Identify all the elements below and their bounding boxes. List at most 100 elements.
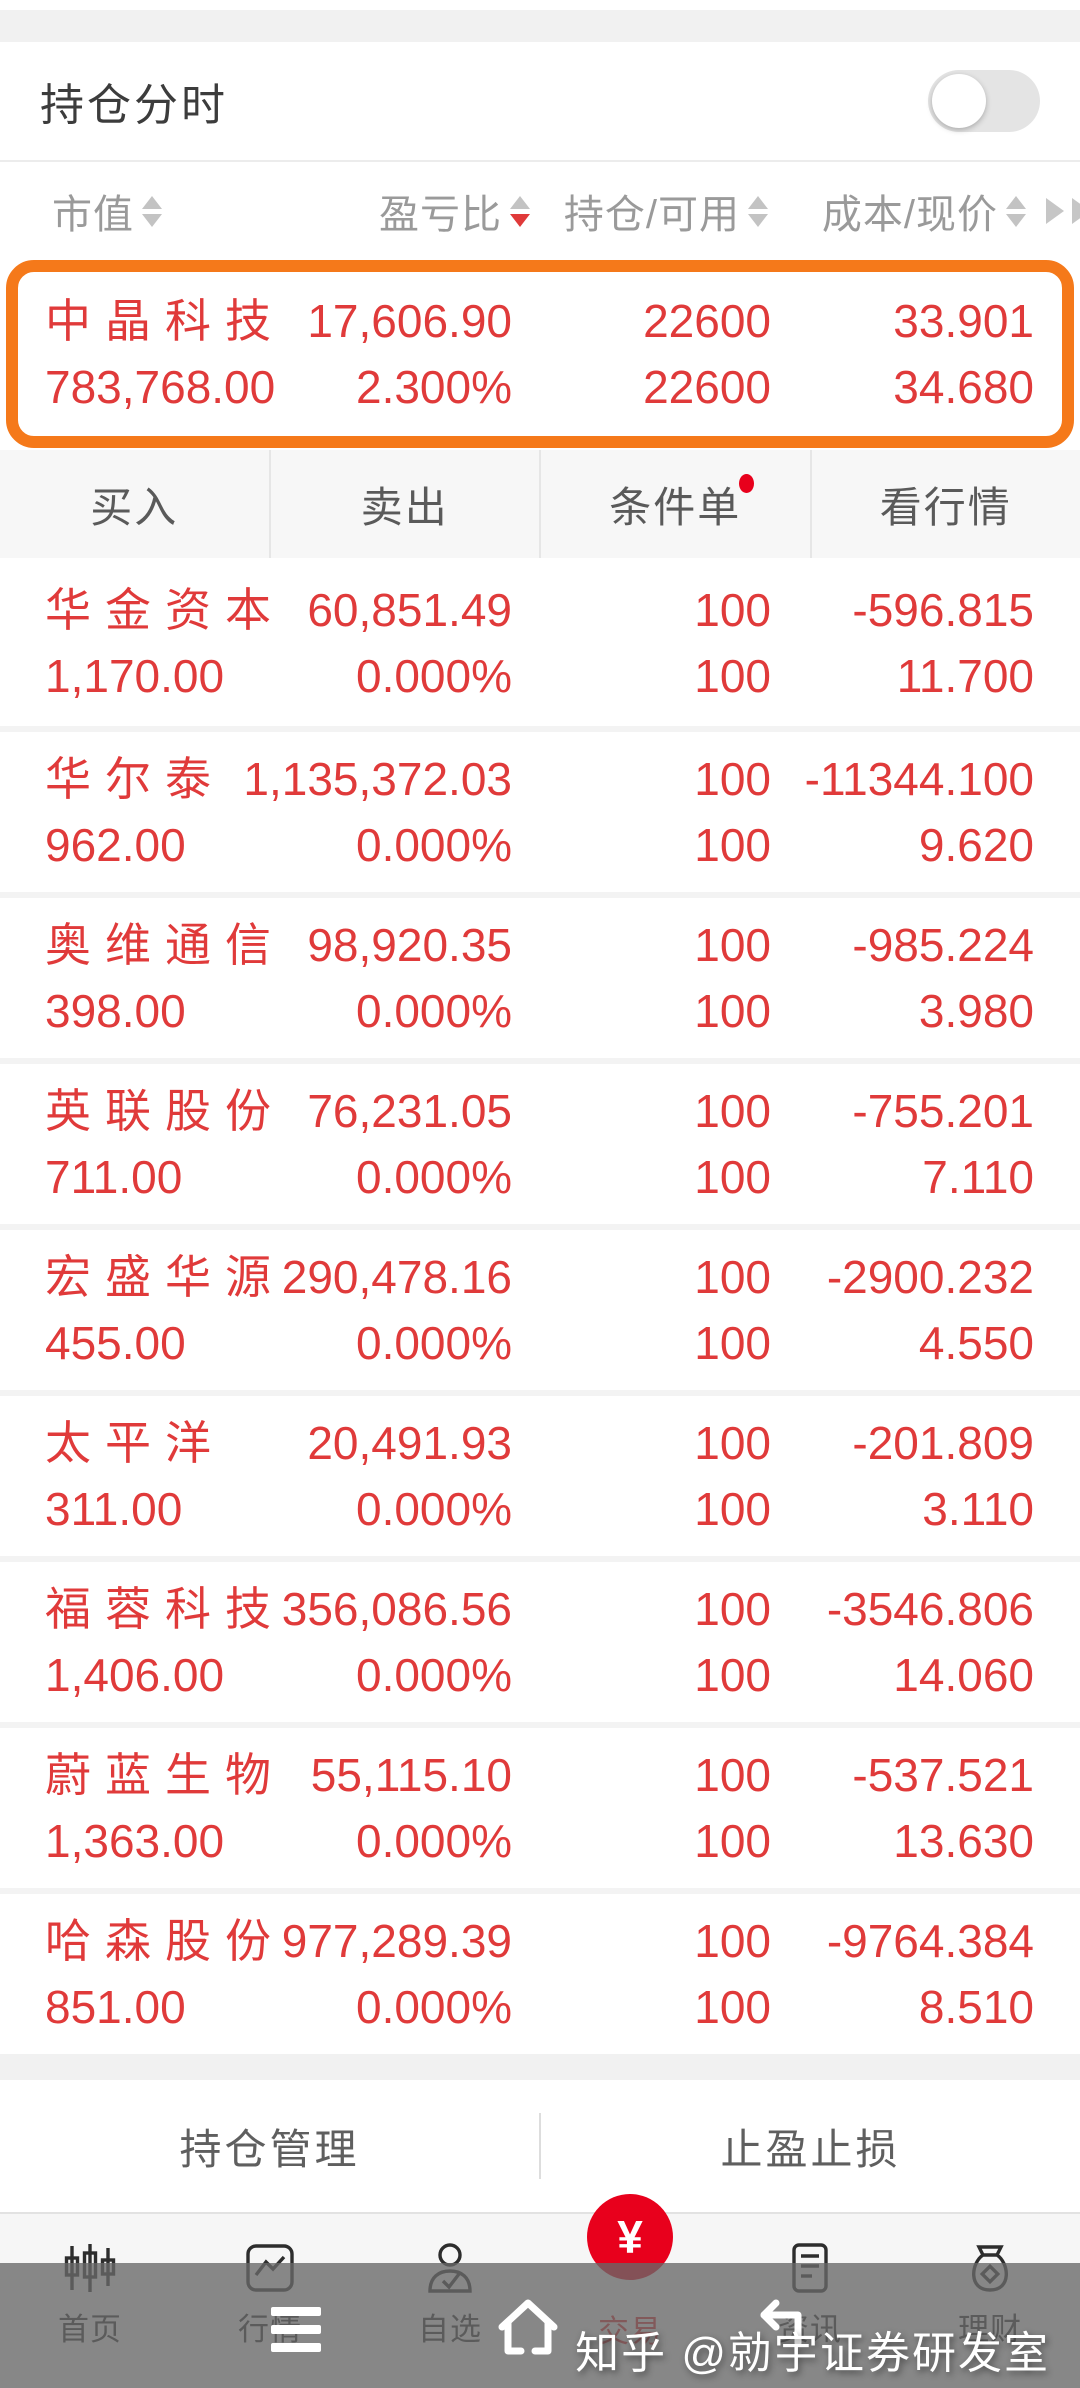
buy-button[interactable]: 买入 [90, 483, 179, 531]
current-price: 34.680 [893, 361, 1034, 413]
market-value: 711.00 [45, 1151, 183, 1203]
stock-name: 英联股份 [45, 1085, 285, 1137]
holding-row[interactable]: 太平洋 20,491.93 100 -201.809 311.00 0.000%… [0, 1390, 1080, 1556]
stock-name: 宏盛华源 [45, 1251, 285, 1303]
sort-arrows-icon [1006, 195, 1026, 227]
profit-loss-value: 977,289.39 [281, 1915, 512, 1967]
position-qty: 100 [694, 1915, 771, 1967]
view-quote-button[interactable]: 看行情 [809, 450, 1080, 558]
profit-pct: 0.000% [355, 1649, 512, 1701]
cost-value: -11344.100 [804, 753, 1034, 805]
profit-pct: 0.000% [355, 1151, 512, 1203]
market-value: 1,406.00 [45, 1649, 225, 1701]
more-columns-chevron-edge-icon [1072, 164, 1080, 258]
available-qty: 100 [694, 1981, 771, 2033]
holding-row[interactable]: 蔚蓝生物 55,115.10 100 -537.521 1,363.00 0.0… [0, 1722, 1080, 1888]
profit-pct: 0.000% [355, 819, 512, 871]
column-market-value[interactable]: 市值 [52, 164, 162, 258]
cost-value: 33.901 [893, 295, 1034, 347]
android-home-icon[interactable] [492, 2295, 564, 2357]
top-gray-strip [0, 10, 1080, 42]
position-qty: 100 [694, 1749, 771, 1801]
android-menu-icon[interactable] [271, 2307, 321, 2352]
holding-row[interactable]: 华金资本 60,851.49 100 -596.815 1,170.00 0.0… [0, 560, 1080, 726]
current-price: 13.630 [893, 1815, 1034, 1867]
cost-value: -985.224 [852, 919, 1034, 971]
profit-loss-value: 76,231.05 [307, 1085, 512, 1137]
cost-value: -201.809 [852, 1417, 1034, 1469]
holding-row[interactable]: 英联股份 76,231.05 100 -755.201 711.00 0.000… [0, 1058, 1080, 1224]
sort-arrows-icon [142, 195, 162, 227]
position-manage-button[interactable]: 持仓管理 [179, 2125, 360, 2173]
row-action-bar: 买入 卖出 条件单 看行情 [0, 450, 1080, 558]
current-price: 9.620 [918, 819, 1034, 871]
position-qty: 100 [694, 1417, 771, 1469]
column-profit-ratio[interactable]: 盈亏比 [379, 164, 530, 258]
available-qty: 100 [694, 1317, 771, 1369]
position-qty: 100 [694, 1085, 771, 1137]
holding-row[interactable]: 奥维通信 98,920.35 100 -985.224 398.00 0.000… [0, 892, 1080, 1058]
android-back-icon[interactable] [752, 2299, 808, 2351]
profit-pct: 0.000% [355, 985, 512, 1037]
page-title: 持仓分时 [40, 81, 228, 130]
profit-pct: 2.300% [355, 361, 512, 413]
current-price: 3.110 [922, 1483, 1034, 1535]
position-qty: 100 [694, 1251, 771, 1303]
current-price: 8.510 [918, 1981, 1034, 2033]
profit-loss-value: 98,920.35 [307, 919, 512, 971]
market-value: 783,768.00 [45, 361, 276, 413]
stock-name: 奥维通信 [45, 919, 285, 971]
holding-row[interactable]: 华尔泰 1,135,372.03 100 -11344.100 962.00 0… [0, 726, 1080, 892]
current-price: 3.980 [918, 985, 1034, 1037]
position-minute-toggle[interactable] [928, 70, 1040, 132]
android-nav-overlay: 知乎 @勍宇证券研发室 [0, 2263, 1080, 2388]
cost-value: -537.521 [852, 1749, 1034, 1801]
stock-name: 哈森股份 [45, 1915, 285, 1967]
current-price: 14.060 [893, 1649, 1034, 1701]
more-columns-chevron-icon[interactable] [1046, 164, 1064, 258]
position-qty: 100 [694, 1583, 771, 1635]
bottom-gray-separator [0, 2054, 1080, 2080]
section-header: 持仓分时 [0, 42, 1080, 162]
holding-row[interactable]: 宏盛华源 290,478.16 100 -2900.232 455.00 0.0… [0, 1224, 1080, 1390]
holding-row[interactable]: 哈森股份 977,289.39 100 -9764.384 851.00 0.0… [0, 1888, 1080, 2054]
position-qty: 22600 [643, 295, 771, 347]
profit-loss-value: 55,115.10 [310, 1749, 512, 1801]
holding-row-selected[interactable]: 中晶科技 17,606.90 22600 33.901 783,768.00 2… [6, 260, 1074, 448]
profit-loss-value: 60,851.49 [307, 584, 512, 636]
profit-pct: 0.000% [355, 1981, 512, 2033]
stock-name: 蔚蓝生物 [45, 1749, 285, 1801]
available-qty: 100 [694, 1815, 771, 1867]
toggle-knob [932, 74, 986, 128]
column-position-available[interactable]: 持仓/可用 [564, 164, 768, 258]
profit-pct: 0.000% [355, 1815, 512, 1867]
current-price: 4.550 [918, 1317, 1034, 1369]
market-value: 962.00 [45, 819, 186, 871]
stop-profit-loss-button[interactable]: 止盈止损 [720, 2125, 901, 2173]
available-qty: 100 [694, 985, 771, 1037]
footer-divider [539, 2113, 541, 2179]
stock-name: 福蓉科技 [45, 1583, 285, 1635]
market-value: 1,363.00 [45, 1815, 225, 1867]
table-column-header: 市值 盈亏比 持仓/可用 成本/现价 [0, 164, 1080, 258]
available-qty: 100 [694, 1151, 771, 1203]
conditional-order-button[interactable]: 条件单 [539, 450, 810, 558]
stock-name: 太平洋 [45, 1417, 225, 1469]
stock-name: 华金资本 [45, 584, 285, 636]
market-value: 455.00 [45, 1317, 186, 1369]
market-value: 1,170.00 [45, 650, 225, 702]
column-cost-price[interactable]: 成本/现价 [822, 164, 1026, 258]
available-qty: 100 [694, 650, 771, 702]
market-value: 311.00 [45, 1483, 183, 1535]
profit-loss-value: 290,478.16 [281, 1251, 512, 1303]
profit-loss-value: 356,086.56 [281, 1583, 512, 1635]
sort-arrows-icon [748, 195, 768, 227]
sell-button[interactable]: 卖出 [268, 450, 540, 558]
holdings-list: 华金资本 60,851.49 100 -596.815 1,170.00 0.0… [0, 560, 1080, 2054]
position-qty: 100 [694, 919, 771, 971]
holding-row[interactable]: 福蓉科技 356,086.56 100 -3546.806 1,406.00 0… [0, 1556, 1080, 1722]
profit-pct: 0.000% [355, 1317, 512, 1369]
watermark-text: 知乎 @勍宇证券研发室 [575, 2329, 1050, 2378]
profit-loss-value: 17,606.90 [307, 295, 512, 347]
